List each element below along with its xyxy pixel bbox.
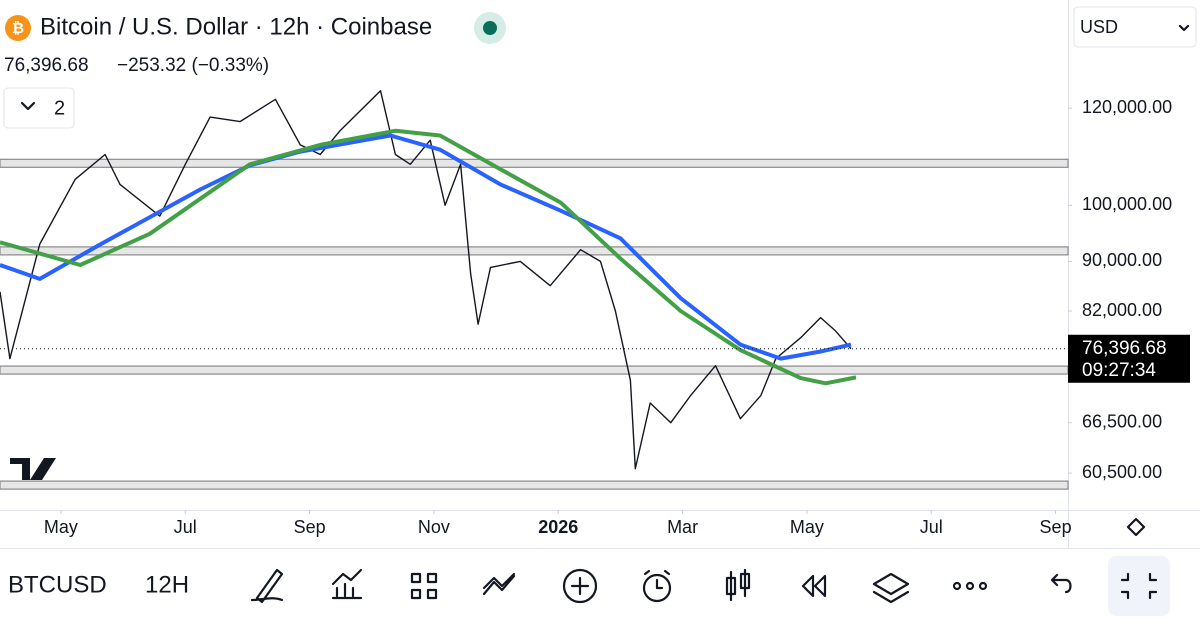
currency-select[interactable]: [1073, 6, 1197, 48]
axis-divider: [0, 510, 1200, 511]
x-tick-label: Jul: [920, 517, 943, 537]
interval[interactable]: 12H: [145, 571, 189, 598]
tv-logo: [10, 458, 56, 480]
y-tick-label: 120,000.00: [1082, 97, 1172, 117]
indicator-count: 2: [54, 97, 65, 119]
collapse-button[interactable]: [3, 87, 75, 129]
x-tick-label: May: [790, 517, 824, 537]
x-tick-label: Sep: [294, 517, 326, 537]
chevron: [20, 101, 36, 111]
collapse-icon: [1120, 572, 1158, 600]
btc-icon: [5, 15, 31, 41]
replay-icon[interactable]: [801, 574, 827, 598]
x-tick-label: Jul: [174, 517, 197, 537]
series-line: [0, 128, 857, 386]
y-tick-label: 100,000.00: [1082, 194, 1172, 214]
chevron: [1178, 24, 1190, 32]
currency: USD: [1080, 17, 1118, 37]
axis-divider: [1068, 0, 1069, 548]
x-tick-label: Mar: [667, 517, 698, 537]
layers-icon[interactable]: [872, 572, 910, 604]
level-band: [0, 158, 1069, 168]
x-tick-label: May: [44, 517, 78, 537]
more-dot[interactable]: [952, 581, 962, 591]
undo-icon[interactable]: [1050, 573, 1072, 594]
y-tick-label: 90,000.00: [1082, 250, 1162, 270]
x-tick-label: Nov: [418, 517, 450, 537]
symbol[interactable]: BTCUSD: [8, 571, 107, 598]
toolbar-divider: [0, 548, 1200, 549]
add-plus: [570, 576, 590, 596]
y-tick-label: 66,500.00: [1082, 411, 1162, 431]
y-tick-label: 60,500.00: [1082, 462, 1162, 482]
more-dot[interactable]: [978, 581, 988, 591]
more-dot[interactable]: [965, 581, 975, 591]
x-tick-label: Sep: [1040, 517, 1072, 537]
alert-icon[interactable]: [642, 573, 672, 603]
indicators-icon[interactable]: [331, 568, 363, 600]
settings-icon[interactable]: [1126, 517, 1146, 537]
add-icon[interactable]: [562, 568, 598, 604]
candles-icon[interactable]: [725, 568, 751, 602]
last-price: 76,396.68: [4, 55, 89, 76]
price-change: −253.32 (−0.33%): [117, 55, 269, 76]
series-line: [0, 90, 852, 470]
countdown: 09:27:34: [1082, 360, 1156, 381]
x-tick-label: 2026: [538, 517, 578, 537]
fullscreen-button[interactable]: [1108, 556, 1170, 616]
level-band: [0, 365, 1069, 375]
market-status[interactable]: [483, 21, 497, 35]
y-tick-label: 82,000.00: [1082, 300, 1162, 320]
last-price-label: 76,396.68: [1082, 338, 1167, 359]
compare-icon[interactable]: [482, 572, 516, 596]
last-price-tag: [1068, 334, 1190, 383]
level-band: [0, 480, 1069, 490]
symbol-title: Bitcoin / U.S. Dollar · 12h · Coinbase: [40, 13, 432, 40]
series-line: [0, 133, 852, 361]
alert-hands: [643, 569, 671, 590]
draw-icon[interactable]: [250, 568, 284, 604]
layout-icon[interactable]: [410, 572, 438, 600]
btc-symbol: ₿: [12, 20, 24, 37]
level-band: [0, 246, 1069, 256]
